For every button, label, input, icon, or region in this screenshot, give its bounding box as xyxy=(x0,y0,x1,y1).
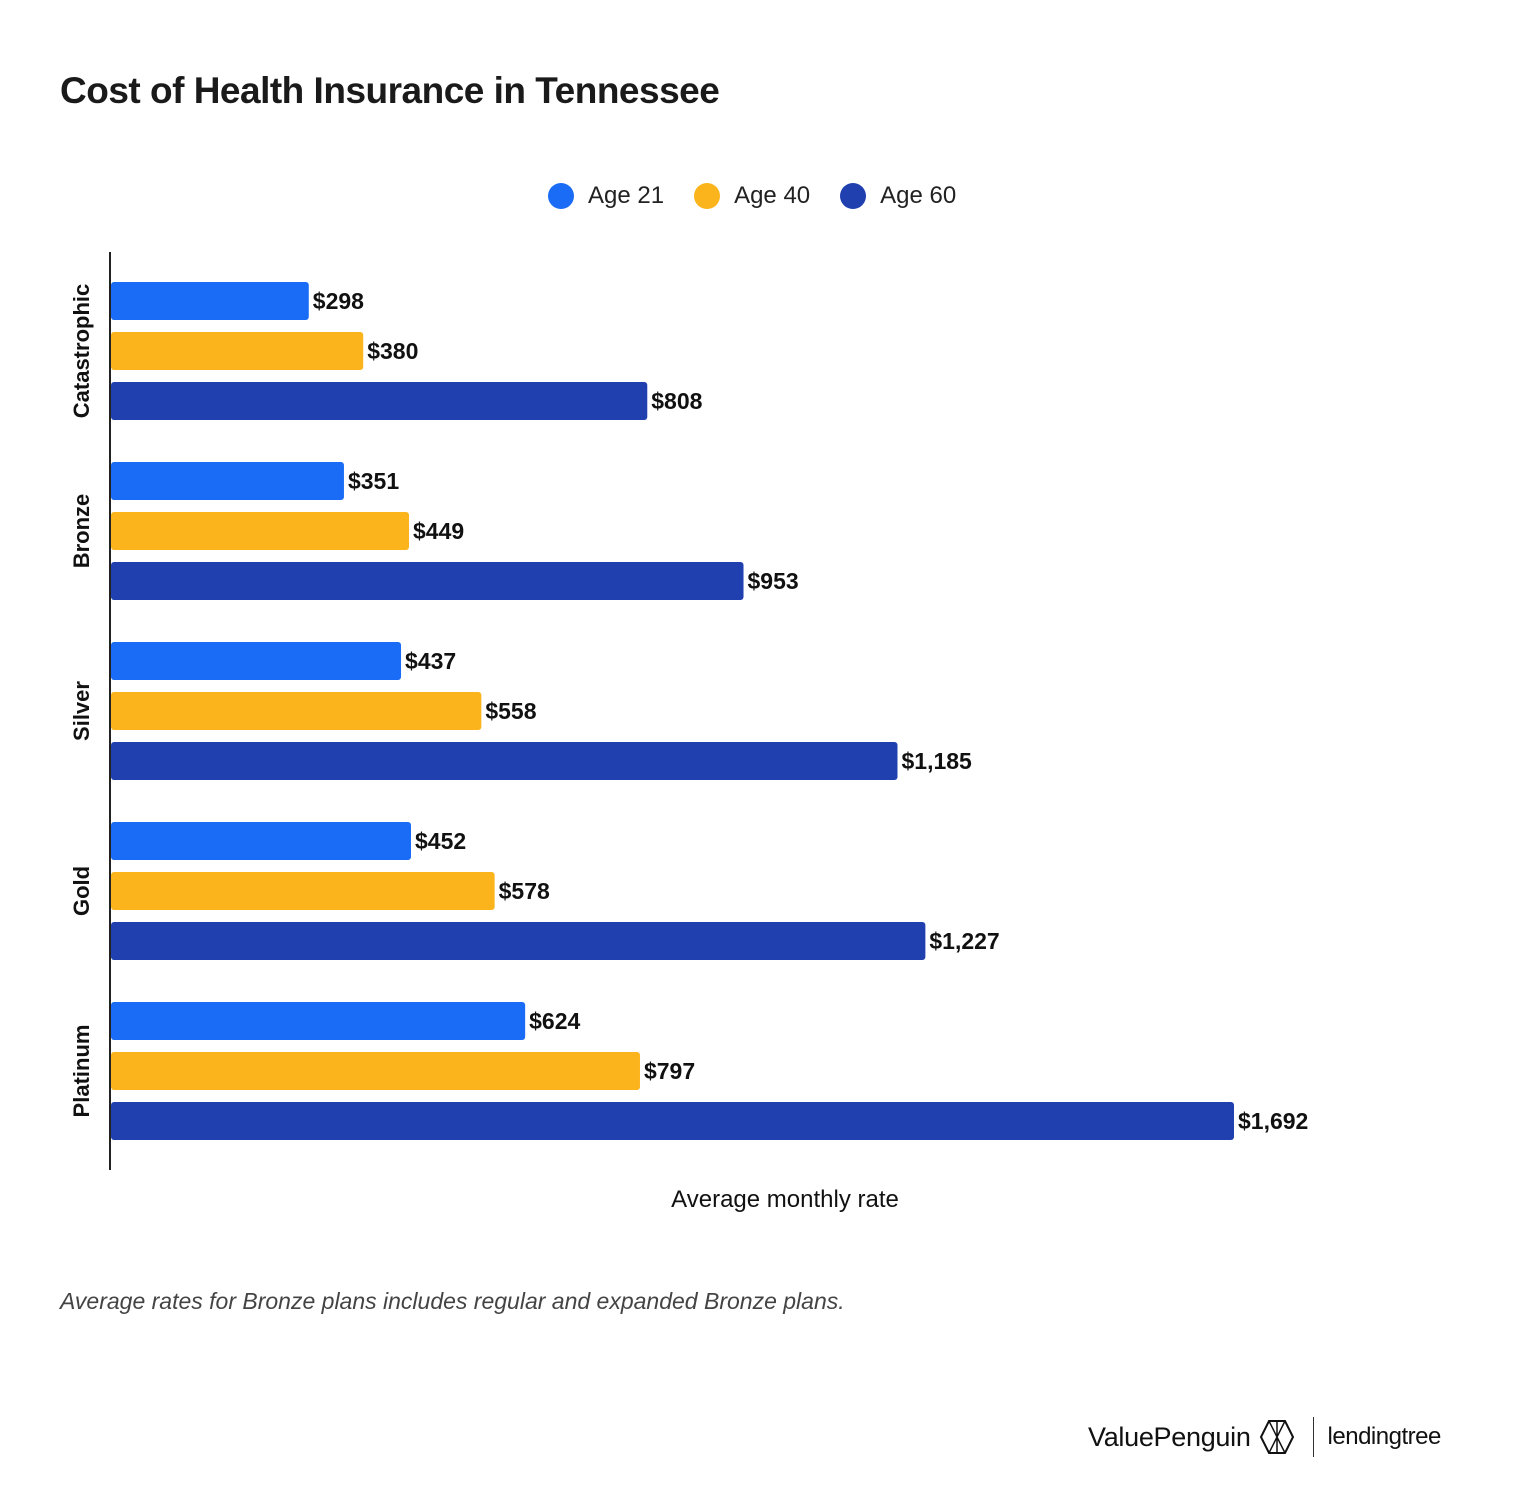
legend-swatch-age-40 xyxy=(694,183,721,209)
data-label-catastrophic-age-21: $298 xyxy=(313,288,364,314)
legend-label-age-60: Age 60 xyxy=(880,182,957,209)
bar-gold-age-60 xyxy=(111,922,926,960)
brand-logos: ValuePenguin lendingtree xyxy=(1088,1412,1441,1462)
data-label-bronze-age-60: $953 xyxy=(748,568,799,594)
data-label-platinum-age-40: $797 xyxy=(644,1058,695,1084)
bar-bronze-age-40 xyxy=(111,512,410,550)
data-label-gold-age-40: $578 xyxy=(499,878,550,904)
data-label-gold-age-21: $452 xyxy=(415,828,466,854)
data-label-bronze-age-40: $449 xyxy=(413,518,464,544)
legend-label-age-40: Age 40 xyxy=(734,182,811,209)
chart-title: Cost of Health Insurance in Tennessee xyxy=(60,70,720,111)
bar-catastrophic-age-60 xyxy=(111,382,648,420)
chart-legend: Age 21 Age 40 Age 60 xyxy=(548,178,956,214)
bar-gold-age-21 xyxy=(111,822,411,860)
bar-bronze-age-21 xyxy=(111,462,344,500)
category-label-silver: Silver xyxy=(69,681,94,741)
data-label-platinum-age-21: $624 xyxy=(529,1008,580,1034)
bar-bronze-age-60 xyxy=(111,562,744,600)
bar-platinum-age-21 xyxy=(111,1002,526,1040)
legend-item-age-60: Age 60 xyxy=(840,182,956,210)
lendingtree-wordmark: lendingtree xyxy=(1327,1423,1442,1450)
category-label-gold: Gold xyxy=(69,866,94,916)
data-label-catastrophic-age-60: $808 xyxy=(651,388,702,414)
data-label-bronze-age-21: $351 xyxy=(348,468,399,494)
data-label-platinum-age-60: $1,692 xyxy=(1238,1108,1308,1134)
legend-item-age-21: Age 21 xyxy=(548,182,664,210)
logo-divider xyxy=(1312,1417,1314,1457)
bar-silver-age-60 xyxy=(111,742,898,780)
bar-chart: Catastrophic $298$380 $808 Bronze $351 $449 $9… xyxy=(69,252,1309,1213)
bar-platinum-age-40 xyxy=(111,1052,640,1090)
bar-silver-age-40 xyxy=(111,692,482,730)
bar-catastrophic-age-40 xyxy=(111,332,364,370)
x-axis-title: Average monthly rate xyxy=(671,1186,899,1213)
chart-footnote: Average rates for Bronze plans includes … xyxy=(60,1288,845,1314)
category-label-bronze: Bronze xyxy=(69,494,94,569)
legend-item-age-40: Age 40 xyxy=(694,182,810,210)
legend-swatch-age-60 xyxy=(840,183,867,209)
data-label-silver-age-40: $558 xyxy=(485,698,536,724)
bar-catastrophic-age-21 xyxy=(111,282,309,320)
data-label-silver-age-21: $437 xyxy=(405,648,456,674)
legend-swatch-age-21 xyxy=(548,183,574,209)
category-label-platinum: Platinum xyxy=(69,1025,94,1118)
data-label-silver-age-60: $1,185 xyxy=(901,748,972,774)
bar-platinum-age-60 xyxy=(111,1102,1234,1140)
data-label-catastrophic-age-40: $380 xyxy=(367,338,418,364)
valuepenguin-logo-icon xyxy=(1259,1420,1294,1454)
valuepenguin-wordmark: ValuePenguin xyxy=(1088,1421,1251,1452)
category-label-catastrophic: Catastrophic xyxy=(69,284,94,418)
legend-label-age-21: Age 21 xyxy=(588,182,665,209)
bar-silver-age-21 xyxy=(111,642,402,680)
data-label-gold-age-60: $1,227 xyxy=(929,928,999,954)
bar-gold-age-40 xyxy=(111,872,495,910)
